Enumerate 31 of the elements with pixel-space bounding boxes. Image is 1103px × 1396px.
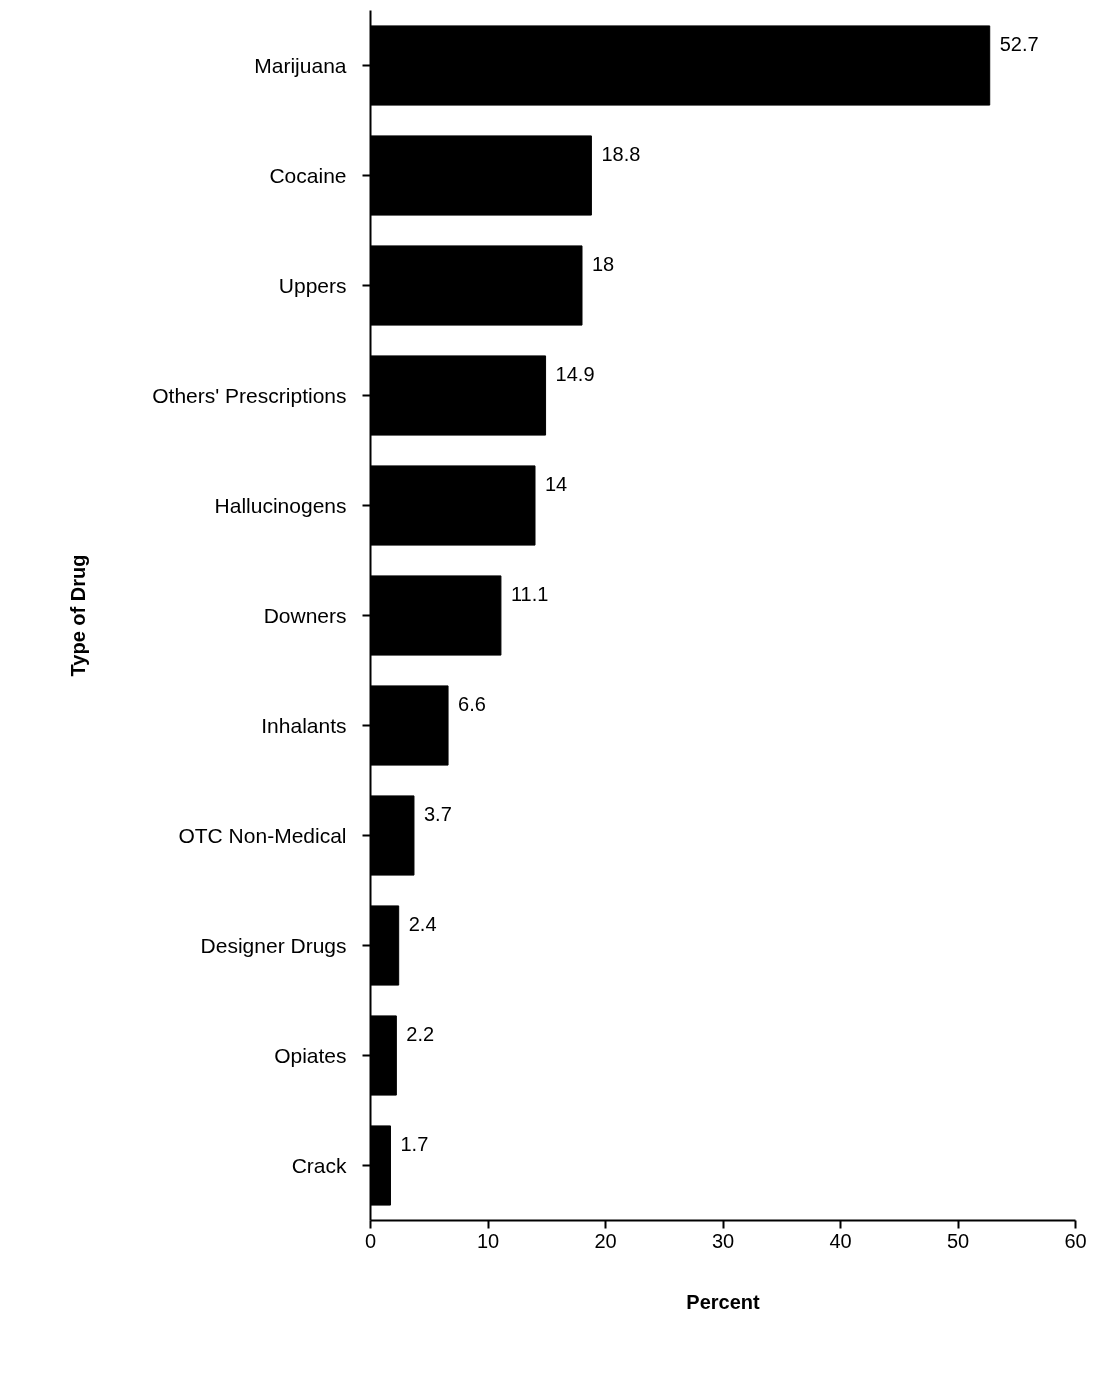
y-tick-label: Marijuana xyxy=(254,54,347,77)
y-tick-label: Others' Prescriptions xyxy=(152,384,347,407)
y-axis-title: Type of Drug xyxy=(67,554,90,677)
y-tick-label: Designer Drugs xyxy=(200,934,347,957)
x-tick-label: 50 xyxy=(946,1229,970,1252)
data-label: 2.4 xyxy=(408,912,437,935)
data-label: 18.8 xyxy=(601,142,641,165)
x-tick-label: 60 xyxy=(1064,1229,1087,1252)
x-tick-label: 40 xyxy=(829,1229,852,1252)
y-tick-label: Crack xyxy=(291,1154,347,1177)
x-tick-label: 30 xyxy=(711,1229,735,1252)
y-tick-label: Cocaine xyxy=(269,164,347,187)
y-tick-label: OTC Non-Medical xyxy=(178,824,347,847)
data-label: 11.1 xyxy=(510,582,549,605)
data-label: 14.9 xyxy=(555,362,595,385)
data-label: 2.2 xyxy=(406,1022,435,1045)
data-label: 52.7 xyxy=(999,32,1039,55)
y-tick-label: Hallucinogens xyxy=(214,494,347,517)
y-tick-label: Opiates xyxy=(274,1044,347,1067)
data-label: 3.7 xyxy=(423,802,452,825)
y-tick-label: Downers xyxy=(263,604,347,627)
data-label: 6.6 xyxy=(458,692,486,715)
x-tick-label: 20 xyxy=(594,1229,617,1252)
data-label: 14 xyxy=(545,472,568,495)
data-label: 1.7 xyxy=(400,1132,429,1155)
x-tick-label: 0 xyxy=(364,1229,377,1252)
x-tick-label: 10 xyxy=(476,1229,500,1252)
data-label: 18 xyxy=(592,252,615,275)
y-tick-label: Inhalants xyxy=(261,714,347,737)
y-tick-label: Uppers xyxy=(278,274,347,297)
x-axis-title: Percent xyxy=(686,1290,761,1313)
